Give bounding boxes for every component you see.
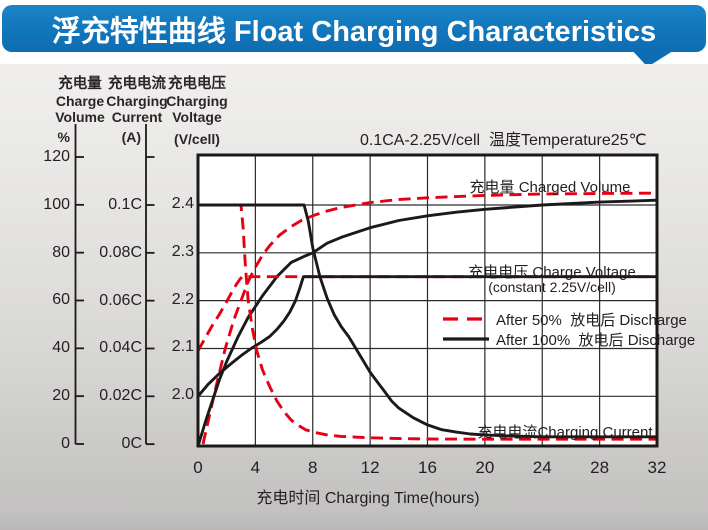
axis-title-charging-voltage: 充电电压 Charging Voltage: [149, 76, 245, 126]
series-charging_current_after_50pct_discharge: [198, 203, 657, 441]
percent-tick-label tick-label: 0: [61, 434, 70, 452]
axis-title-charging-voltage-zh: 充电电压: [168, 76, 226, 92]
axis-unit-voltage: (V/cell): [174, 131, 220, 147]
percent-tick-label tick-label: 80: [52, 243, 70, 261]
legend-label: After 50% 放电后 Discharge: [496, 311, 687, 329]
voltage-tick-label tick-label: 2.1: [171, 338, 194, 356]
axis-title-charging-current-en1: Charging: [106, 92, 168, 109]
current-tick-label tick-label: 0.02C: [99, 387, 142, 405]
percent-tick-label tick-label: 20: [52, 387, 70, 405]
percent-tick-label tick-label: 120: [43, 148, 70, 165]
axis-title-charge-volume: 充电量 Charge Volume: [32, 76, 128, 126]
page-title: 浮充特性曲线 Float Charging Characteristics: [51, 15, 657, 48]
axis-title-charging-voltage-en2: Voltage: [172, 109, 222, 125]
legend-swatch-solid: [443, 337, 489, 341]
axis-title-charge-volume-en1: Charge: [55, 92, 105, 109]
axis-title-charging-voltage-en1: Charging: [166, 92, 228, 109]
axis-title-charge-volume-en2: Volume: [55, 109, 105, 125]
x-axis-title: 充电时间 Charging Time(hours): [256, 490, 480, 507]
series-charging_current_after_100pct_discharge: [198, 203, 657, 439]
voltage-tick-label tick-label: 2.4: [171, 195, 194, 212]
percent-tick-label tick-label: 40: [52, 339, 70, 357]
percent-tick-label tick-label: 60: [52, 291, 70, 309]
x-tick: 24: [532, 458, 552, 477]
test-condition-label: 0.1CA-2.25V/cell 温度Temperature25℃: [360, 132, 647, 149]
x-tick: 16: [418, 458, 437, 477]
legend-row-1: After 100% 放电后 Discharge: [443, 329, 695, 349]
x-tick: 20: [475, 458, 495, 477]
x-tick: 8: [308, 458, 318, 477]
legend-swatch-dashed: [443, 317, 489, 321]
charged-volume-curve-label: 充电量 Charged Volume: [469, 179, 631, 196]
current-tick-label tick-label: 0.06C: [99, 291, 142, 309]
axis-title-charging-current-zh: 充电电流: [108, 76, 166, 92]
x-tick: 28: [590, 458, 610, 477]
series-charged_volume_after_50pct_discharge: [201, 191, 658, 445]
voltage-tick-label tick-label: 2.2: [171, 290, 194, 308]
current-tick-label tick-label: 0.04C: [99, 339, 142, 357]
voltage-tick-label tick-label: 2.0: [171, 386, 194, 404]
axis-title-charge-volume-zh: 充电量: [58, 76, 102, 92]
legend-label: After 100% 放电后 Discharge: [496, 331, 696, 349]
voltage-tick-label tick-label: 2.3: [171, 242, 194, 260]
legend-row-0: After 50% 放电后 Discharge: [443, 309, 695, 329]
series-charge_voltage_after_100pct_discharge: [196, 275, 657, 398]
current-tick-label tick-label: 0.08C: [99, 243, 142, 261]
current-tick-label tick-label: 0C: [121, 435, 142, 453]
x-tick: 32: [647, 458, 667, 477]
x-tick: 0: [193, 458, 203, 477]
axis-title-charging-current-en2: Current: [111, 109, 163, 125]
current-tick-label tick-label: 0.1C: [108, 196, 142, 213]
legend: After 50% 放电后 Discharge After 100% 放电后 Di…: [443, 309, 695, 349]
x-tick: 4: [250, 458, 261, 477]
axis-unit-current: (A): [121, 129, 141, 145]
series-charge_voltage_after_50pct_discharge: [196, 275, 657, 352]
percent-tick-label tick-label: 100: [43, 195, 70, 213]
charging-current-curve-label: 充电电流Charging Current: [477, 424, 653, 441]
title-banner: 浮充特性曲线 Float Charging Characteristics: [2, 5, 706, 52]
x-tick: 12: [360, 458, 380, 477]
charge-voltage-constant-label: (constant 2.25V/cell): [488, 279, 616, 295]
axis-unit-percent: %: [57, 129, 70, 145]
charge-voltage-curve-label: 充电电压 Charge Voltage: [468, 264, 636, 281]
axis-title-charging-current: 充电电流 Charging Current: [89, 76, 185, 126]
